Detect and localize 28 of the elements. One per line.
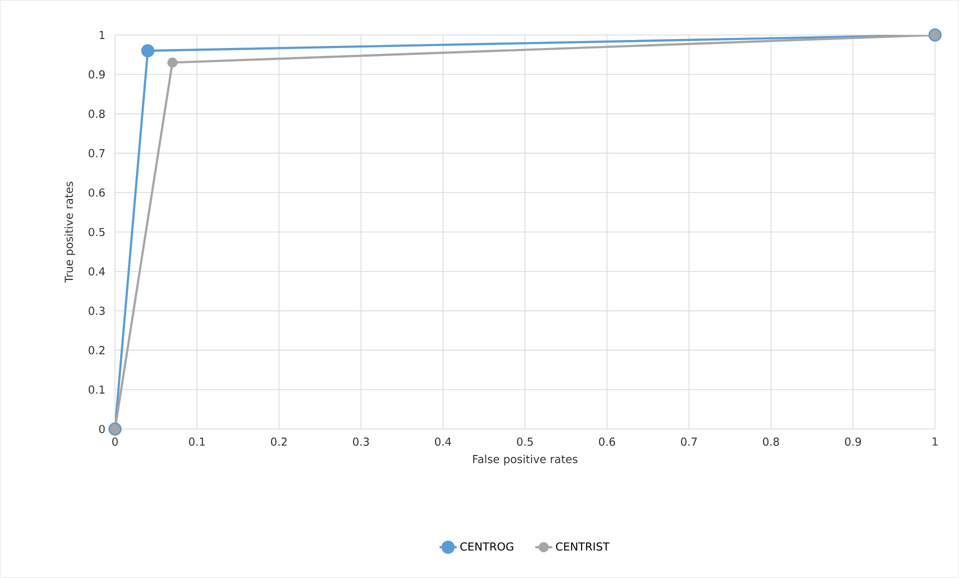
y-axis-title: True positive rates [64,182,76,283]
legend-label: CENTROG [460,542,514,551]
y-tick-label: 0.5 [88,228,105,236]
y-tick-label: 0.3 [88,306,105,315]
x-tick-label: 0.7 [680,438,697,446]
x-tick-label: 0.9 [844,438,861,446]
y-tick-label: 0.6 [88,188,105,197]
y-tick-label: 1 [100,30,104,40]
x-tick-label: 0.5 [516,438,533,446]
x-tick-label: 0.8 [762,438,779,446]
x-tick-label: 0 [112,438,118,446]
x-axis-title: False positive rates [473,454,578,466]
y-tick-label: 0.4 [88,267,105,276]
y-tick-label: 0.7 [88,149,105,158]
point [167,57,178,68]
x-tick-label: 0.3 [352,438,369,446]
x-tick-label: 0.1 [188,438,205,446]
y-tick-label: 0.9 [88,70,105,79]
legend-label: CENTRIST [556,542,610,551]
y-tick-label: 0.8 [88,110,105,118]
x-tick-label: 1 [932,438,938,446]
x-tick-label: 0.2 [270,438,287,446]
point [141,44,154,58]
y-tick-label: 0 [99,424,105,434]
y-tick-label: 0.2 [88,346,104,354]
x-tick-label: 0.6 [598,438,616,446]
x-tick-label: 0.4 [434,438,452,446]
y-tick-label: 0.1 [88,385,104,394]
